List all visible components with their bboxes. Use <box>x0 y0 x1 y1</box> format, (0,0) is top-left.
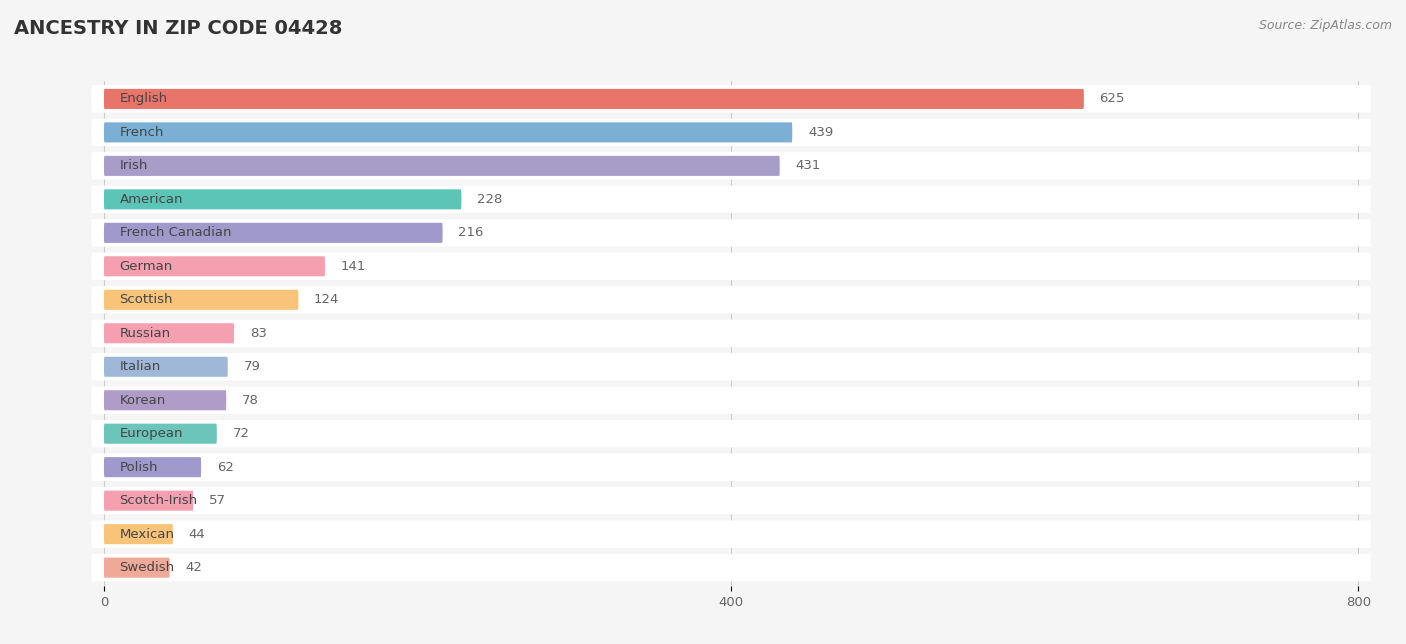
FancyBboxPatch shape <box>104 457 201 477</box>
Text: ANCESTRY IN ZIP CODE 04428: ANCESTRY IN ZIP CODE 04428 <box>14 19 343 39</box>
FancyBboxPatch shape <box>91 152 1371 180</box>
FancyBboxPatch shape <box>91 520 1371 548</box>
Text: Irish: Irish <box>120 159 148 173</box>
Text: Scottish: Scottish <box>120 293 173 307</box>
FancyBboxPatch shape <box>104 122 792 142</box>
FancyBboxPatch shape <box>104 223 443 243</box>
FancyBboxPatch shape <box>104 491 193 511</box>
Text: French Canadian: French Canadian <box>120 226 231 240</box>
Text: 72: 72 <box>232 427 249 440</box>
Text: Polish: Polish <box>120 460 157 474</box>
Text: 83: 83 <box>250 327 267 340</box>
FancyBboxPatch shape <box>91 219 1371 247</box>
FancyBboxPatch shape <box>104 256 325 276</box>
FancyBboxPatch shape <box>91 118 1371 146</box>
Text: 42: 42 <box>186 561 202 574</box>
FancyBboxPatch shape <box>104 156 780 176</box>
FancyBboxPatch shape <box>91 453 1371 481</box>
Text: Scotch-Irish: Scotch-Irish <box>120 494 198 507</box>
Text: 228: 228 <box>477 193 502 206</box>
FancyBboxPatch shape <box>91 319 1371 347</box>
FancyBboxPatch shape <box>104 323 233 343</box>
FancyBboxPatch shape <box>91 386 1371 414</box>
FancyBboxPatch shape <box>104 558 170 578</box>
FancyBboxPatch shape <box>91 487 1371 515</box>
Text: 216: 216 <box>458 226 484 240</box>
FancyBboxPatch shape <box>91 286 1371 314</box>
FancyBboxPatch shape <box>104 424 217 444</box>
Text: 44: 44 <box>188 527 205 541</box>
Text: French: French <box>120 126 165 139</box>
FancyBboxPatch shape <box>104 390 226 410</box>
FancyBboxPatch shape <box>104 290 298 310</box>
FancyBboxPatch shape <box>91 353 1371 381</box>
FancyBboxPatch shape <box>91 85 1371 113</box>
Text: 625: 625 <box>1099 92 1125 106</box>
Text: 62: 62 <box>217 460 233 474</box>
FancyBboxPatch shape <box>91 554 1371 582</box>
Text: English: English <box>120 92 167 106</box>
FancyBboxPatch shape <box>104 357 228 377</box>
FancyBboxPatch shape <box>104 189 461 209</box>
Text: American: American <box>120 193 183 206</box>
FancyBboxPatch shape <box>104 89 1084 109</box>
Text: 141: 141 <box>340 260 366 273</box>
FancyBboxPatch shape <box>91 420 1371 448</box>
FancyBboxPatch shape <box>91 185 1371 213</box>
Text: German: German <box>120 260 173 273</box>
Text: Mexican: Mexican <box>120 527 174 541</box>
FancyBboxPatch shape <box>104 524 173 544</box>
Text: 57: 57 <box>209 494 226 507</box>
Text: Swedish: Swedish <box>120 561 174 574</box>
Text: 439: 439 <box>808 126 834 139</box>
Text: 124: 124 <box>314 293 339 307</box>
FancyBboxPatch shape <box>91 252 1371 280</box>
Text: 78: 78 <box>242 393 259 407</box>
Text: 431: 431 <box>796 159 821 173</box>
Text: Russian: Russian <box>120 327 170 340</box>
Text: Korean: Korean <box>120 393 166 407</box>
Text: 79: 79 <box>243 360 260 374</box>
Text: Source: ZipAtlas.com: Source: ZipAtlas.com <box>1258 19 1392 32</box>
Text: European: European <box>120 427 183 440</box>
Text: Italian: Italian <box>120 360 160 374</box>
